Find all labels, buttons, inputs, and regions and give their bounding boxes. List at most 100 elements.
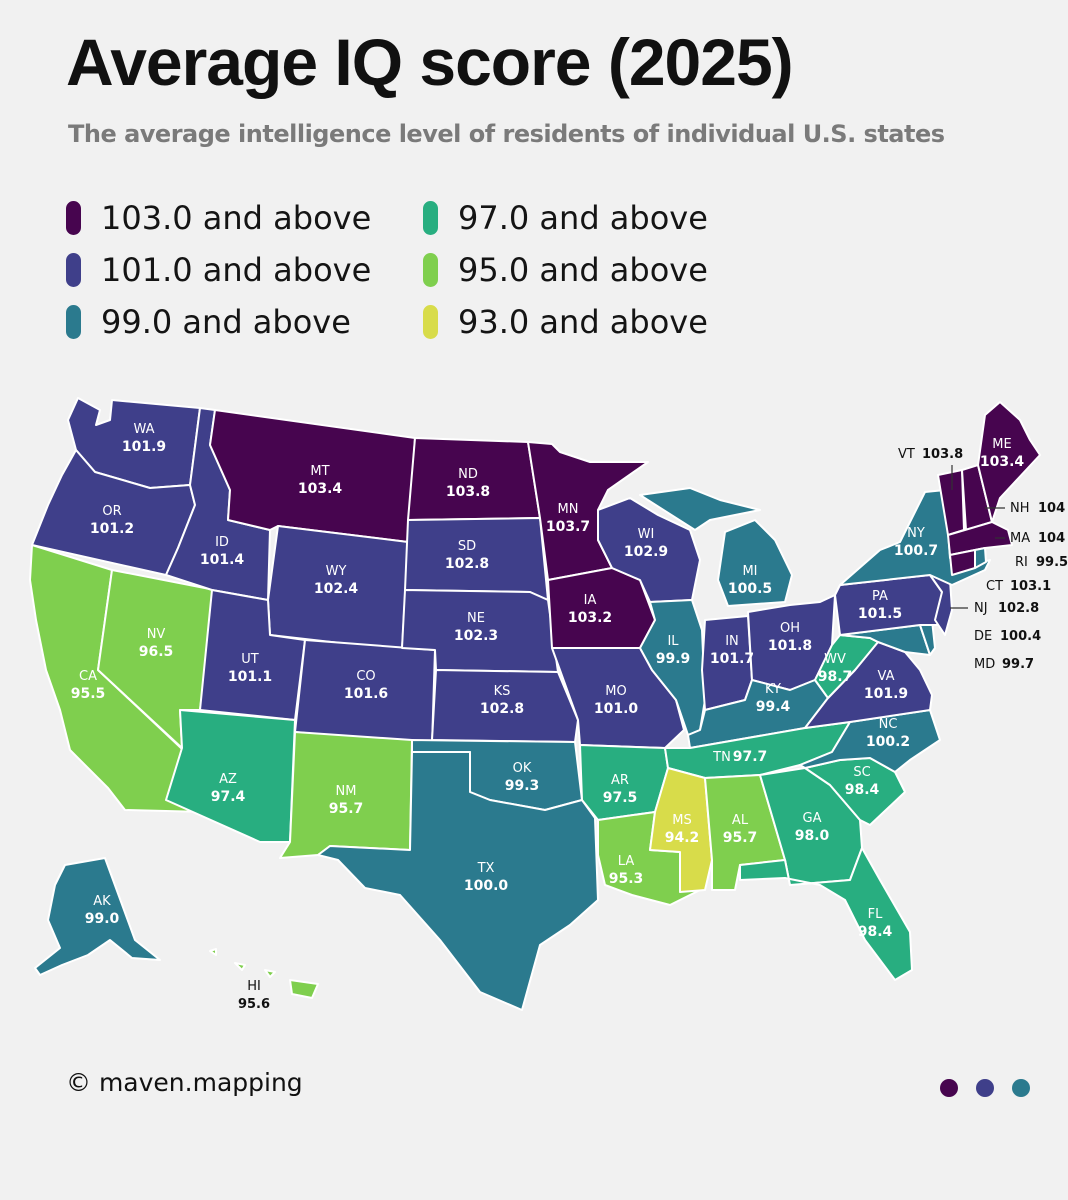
- state-abbr-wa: WA: [133, 422, 154, 437]
- state-value-oh: 101.8: [768, 638, 812, 654]
- callout-abbr-de: DE: [974, 629, 992, 644]
- state-abbr-al: AL: [732, 813, 749, 828]
- state-abbr-wy: WY: [326, 564, 347, 579]
- state-mi[interactable]: [639, 487, 793, 607]
- callout-abbr-vt: VT: [898, 447, 915, 462]
- state-abbr-nd: ND: [458, 467, 478, 482]
- state-fl[interactable]: [739, 847, 913, 981]
- state-value-ut: 101.1: [228, 669, 272, 685]
- legend-swatch: [423, 305, 438, 339]
- state-value-ne: 102.3: [454, 628, 498, 644]
- state-value-ak: 99.0: [85, 911, 120, 927]
- state-ak[interactable]: [34, 857, 161, 976]
- state-abbr-nv: NV: [147, 627, 166, 642]
- state-abbr-me: ME: [992, 437, 1011, 452]
- state-abbr-mt: MT: [310, 464, 329, 479]
- state-abbr-mo: MO: [605, 684, 626, 699]
- state-abbr-or: OR: [102, 504, 121, 519]
- state-value-al: 95.7: [723, 830, 758, 846]
- state-value-il: 99.9: [656, 651, 691, 667]
- legend-item-93: 93.0 and above: [423, 300, 708, 344]
- state-value-nv: 96.5: [139, 644, 174, 660]
- state-abbr-tx: TX: [477, 861, 495, 876]
- state-abbr-sc: SC: [853, 765, 870, 780]
- state-value-co: 101.6: [344, 686, 388, 702]
- legend-swatch: [423, 253, 438, 287]
- state-ks[interactable]: [431, 669, 579, 743]
- state-value-nc: 100.2: [866, 734, 910, 750]
- state-abbr-pa: PA: [872, 589, 888, 604]
- callout-value-md: 99.7: [1002, 657, 1034, 672]
- legend-item-101: 101.0 and above: [66, 248, 371, 292]
- state-mn[interactable]: [527, 441, 649, 581]
- state-abbr-mn: MN: [558, 502, 579, 517]
- state-value-wi: 102.9: [624, 544, 668, 560]
- state-value-wv: 98.7: [818, 669, 853, 685]
- state-value-in: 101.7: [710, 651, 754, 667]
- state-abbr-tn: TN: [712, 750, 731, 765]
- legend-swatch: [66, 201, 81, 235]
- state-abbr-wi: WI: [638, 527, 655, 542]
- state-abbr-az: AZ: [219, 772, 237, 787]
- state-ri[interactable]: [974, 547, 987, 569]
- state-value-mi: 100.5: [728, 581, 772, 597]
- legend-label: 93.0 and above: [458, 303, 708, 341]
- state-abbr-ks: KS: [494, 684, 511, 699]
- callout-abbr-md: MD: [974, 657, 995, 672]
- state-abbr-ga: GA: [803, 811, 822, 826]
- state-value-ga: 98.0: [795, 828, 830, 844]
- footer-dot: [940, 1079, 958, 1097]
- state-value-fl: 98.4: [858, 924, 893, 940]
- state-abbr-sd: SD: [458, 539, 476, 554]
- callout-value-nh: 104: [1038, 501, 1065, 516]
- legend-swatch: [66, 253, 81, 287]
- callout-abbr-nh: NH: [1010, 501, 1030, 516]
- state-value-nd: 103.8: [446, 484, 490, 500]
- state-az[interactable]: [165, 709, 296, 843]
- state-value-sd: 102.8: [445, 556, 489, 572]
- legend-label: 103.0 and above: [101, 199, 372, 237]
- state-value-ia: 103.2: [568, 610, 612, 626]
- state-abbr-va: VA: [878, 669, 895, 684]
- state-abbr-la: LA: [618, 854, 635, 869]
- state-value-ca: 95.5: [71, 686, 106, 702]
- us-iq-map: WA 101.9 OR 101.2 CA 95.5 NV 96.5 ID 101…: [29, 397, 1068, 1012]
- state-value-wy: 102.4: [314, 581, 359, 597]
- page-subtitle: The average intelligence level of reside…: [68, 120, 945, 148]
- state-value-tn: 97.7: [733, 749, 768, 765]
- source-credit: © maven.mapping: [66, 1068, 303, 1097]
- state-value-mn: 103.7: [546, 519, 590, 535]
- state-abbr-wv: WV: [824, 652, 846, 667]
- state-nc[interactable]: [799, 709, 941, 773]
- state-abbr-ky: KY: [765, 682, 781, 697]
- state-abbr-ny: NY: [907, 526, 925, 541]
- legend-item-103: 103.0 and above: [66, 196, 371, 240]
- state-abbr-ok: OK: [513, 761, 532, 776]
- state-value-ny: 100.7: [894, 543, 938, 559]
- state-abbr-ca: CA: [79, 669, 97, 684]
- state-value-hi: 95.6: [238, 997, 270, 1012]
- legend-swatch: [423, 201, 438, 235]
- state-tx[interactable]: [317, 751, 599, 1011]
- state-abbr-nc: NC: [879, 717, 898, 732]
- callout-value-ri: 99.5: [1036, 555, 1068, 570]
- state-value-wa: 101.9: [122, 439, 166, 455]
- state-value-mo: 101.0: [594, 701, 639, 717]
- state-value-me: 103.4: [980, 454, 1025, 470]
- state-hi[interactable]: [209, 948, 319, 999]
- state-value-ky: 99.4: [756, 699, 791, 715]
- state-abbr-ms: MS: [672, 813, 691, 828]
- callout-value-vt: 103.8: [922, 447, 963, 462]
- legend-label: 101.0 and above: [101, 251, 372, 289]
- state-me[interactable]: [977, 401, 1041, 523]
- state-abbr-ut: UT: [241, 652, 259, 667]
- state-value-la: 95.3: [609, 871, 644, 887]
- ne-callouts: VT 103.8 NH 104 MA 104 RI 99.5 CT 103.1 …: [898, 447, 1068, 672]
- legend: 103.0 and above 101.0 and above 99.0 and…: [66, 190, 766, 350]
- state-abbr-co: CO: [356, 669, 375, 684]
- page-title: Average IQ score (2025): [66, 25, 794, 99]
- state-value-ar: 97.5: [603, 790, 638, 806]
- state-value-nm: 95.7: [329, 801, 364, 817]
- leader-line: [934, 636, 968, 638]
- callout-value-de: 100.4: [1000, 629, 1041, 644]
